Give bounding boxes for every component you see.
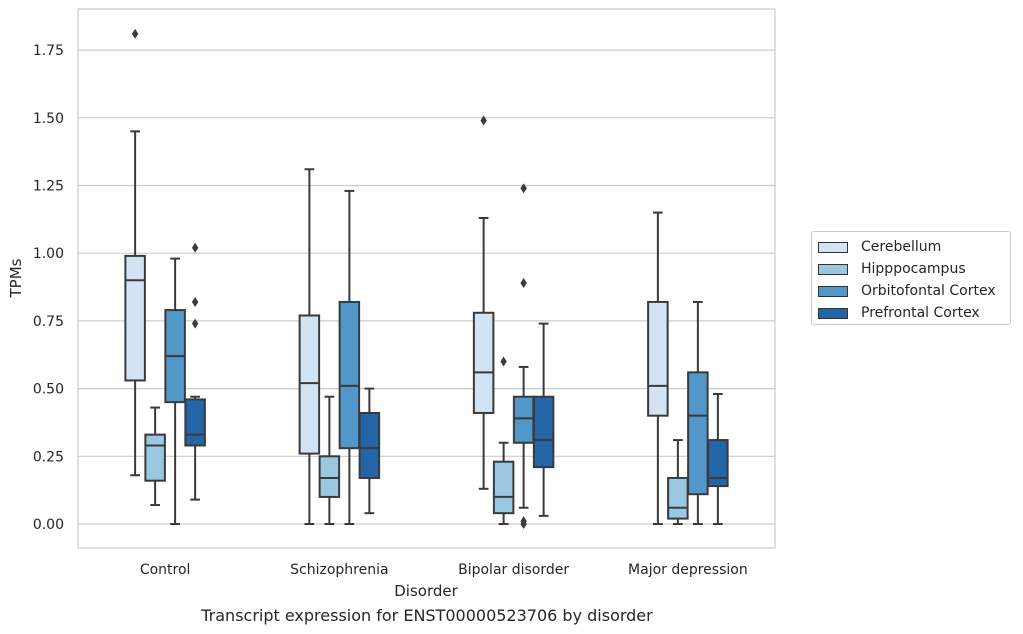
box xyxy=(184,398,206,447)
outlier-point xyxy=(131,28,139,39)
box xyxy=(647,300,669,417)
box xyxy=(338,300,361,450)
legend-label: Hipppocampus xyxy=(861,261,966,277)
legend-label: Cerebellum xyxy=(861,239,942,255)
outlier-point xyxy=(191,318,199,329)
outlier-point xyxy=(191,296,199,307)
y-tick-label: 1.50 xyxy=(33,111,64,127)
figure-caption: Transcript expression for ENST0000052370… xyxy=(201,606,653,625)
y-tick-label: 0.00 xyxy=(33,517,64,533)
box xyxy=(707,439,729,488)
legend-item: Hipppocampus xyxy=(818,258,1010,280)
box-group xyxy=(472,115,555,529)
y-axis-label: TPMs xyxy=(7,258,25,298)
y-tick-label: 1.75 xyxy=(33,43,64,59)
outlier-point xyxy=(520,519,527,529)
outlier-point xyxy=(480,115,487,126)
legend-item: Orbitofontal Cortex xyxy=(818,280,1010,302)
box xyxy=(687,371,709,496)
box xyxy=(318,455,341,498)
box xyxy=(358,411,381,479)
legend-item: Cerebellum xyxy=(818,236,1010,258)
outlier-point xyxy=(520,277,527,288)
box xyxy=(472,311,495,414)
box-group xyxy=(647,211,729,525)
outlier-point xyxy=(500,356,507,367)
x-tick-labels: Control Schizophrenia Bipolar disorder Majo… xyxy=(140,562,748,578)
box-group xyxy=(298,168,381,525)
gridlines xyxy=(78,49,775,525)
y-tick-label: 0.25 xyxy=(33,449,64,465)
x-tick-label: Control xyxy=(140,562,191,578)
legend-swatch xyxy=(818,285,848,297)
box xyxy=(298,314,321,455)
y-tick-label: 0.75 xyxy=(33,314,64,330)
y-tick-labels: 0.00 0.25 0.50 0.75 1.00 1.25 1.50 1.75 xyxy=(33,43,64,533)
y-tick-label: 1.25 xyxy=(33,179,64,195)
outlier-point xyxy=(191,242,199,253)
box-groups xyxy=(124,28,729,529)
box xyxy=(492,460,515,515)
legend-swatch xyxy=(818,263,848,275)
box xyxy=(144,433,166,482)
y-tick-label: 0.50 xyxy=(33,382,64,398)
legend-label: Orbitofontal Cortex xyxy=(861,283,996,299)
legend-swatch xyxy=(818,241,848,253)
x-axis-label: Disorder xyxy=(394,582,458,600)
x-tick-label: Major depression xyxy=(628,562,748,578)
legend-swatch xyxy=(818,307,848,319)
box xyxy=(124,254,146,382)
box xyxy=(512,395,535,444)
box xyxy=(667,476,689,520)
x-tick-label: Schizophrenia xyxy=(290,562,388,578)
legend: Cerebellum Hipppocampus Orbitofontal Corte… xyxy=(811,231,1011,325)
box-group xyxy=(124,28,206,525)
x-tick-label: Bipolar disorder xyxy=(458,562,569,578)
plot-frame xyxy=(77,8,776,549)
outlier-point xyxy=(520,183,527,194)
box xyxy=(532,395,555,469)
y-tick-label: 1.00 xyxy=(33,246,64,262)
legend-item: Prefrontal Cortex xyxy=(818,302,1010,324)
legend-label: Prefrontal Cortex xyxy=(861,305,980,321)
